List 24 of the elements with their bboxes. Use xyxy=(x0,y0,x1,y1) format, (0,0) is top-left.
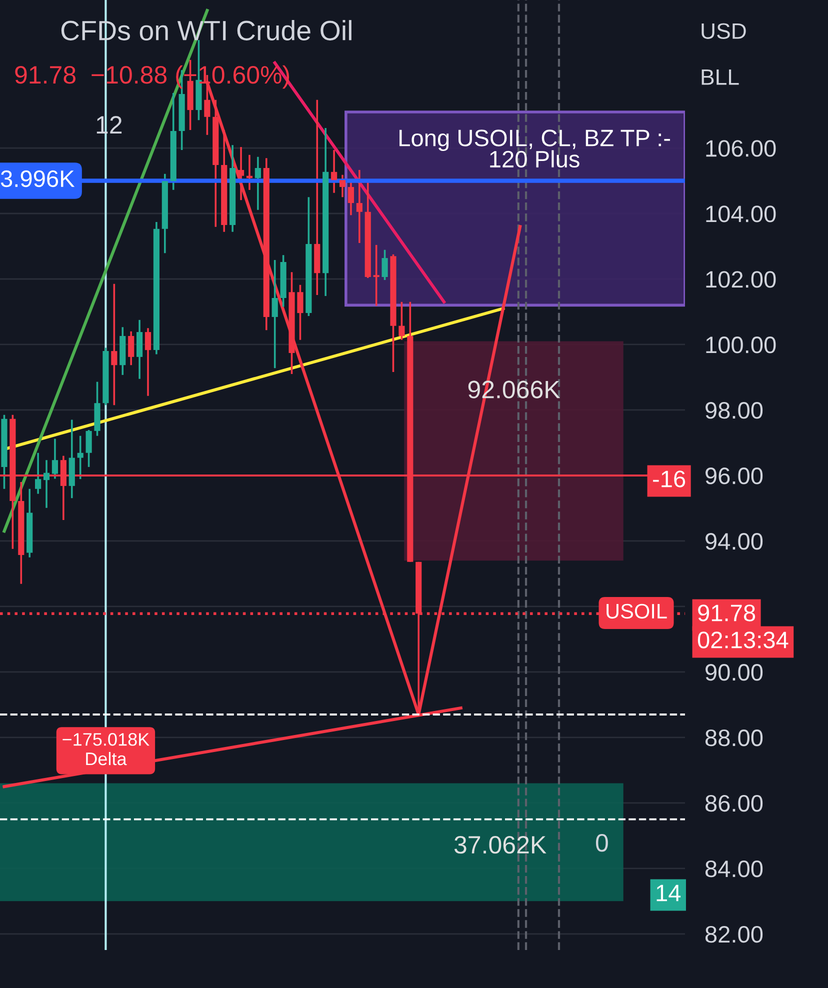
y-tick-label: 82.00 xyxy=(705,926,763,943)
y-tick-label: 104.00 xyxy=(706,206,776,222)
y-tick-label: 106.00 xyxy=(706,140,776,157)
y-tick-label: 96.00 xyxy=(706,468,763,484)
band-label: Long USOIL, CL, BZ TP :- 120 Plus xyxy=(400,130,670,168)
y-tick-label: 102.00 xyxy=(706,271,776,288)
annotation: 0 xyxy=(596,834,608,852)
text: BLL xyxy=(702,69,739,85)
band-label: 37.062K xyxy=(454,836,546,854)
y-tick-label: 100.00 xyxy=(706,336,776,354)
ref-line-label: 3.996K xyxy=(0,170,75,188)
y-tick-label: 84.00 xyxy=(705,860,763,878)
y-tick-label: 90.00 xyxy=(706,664,763,681)
y-tick-label: 98.00 xyxy=(706,402,763,419)
annotation: -16 xyxy=(653,470,686,488)
text: USD xyxy=(702,23,746,39)
y-tick-label: 86.00 xyxy=(705,795,763,812)
text: 91.78 xyxy=(698,604,756,622)
y-tick-label: 88.00 xyxy=(705,730,763,746)
ref-line-label: −175.018K Delta xyxy=(62,733,150,766)
text: 02:13:34 xyxy=(698,632,788,648)
annotation: 14 xyxy=(656,884,681,902)
y-tick-label: 94.00 xyxy=(706,533,763,550)
ref-line-label: USOIL xyxy=(606,604,667,619)
